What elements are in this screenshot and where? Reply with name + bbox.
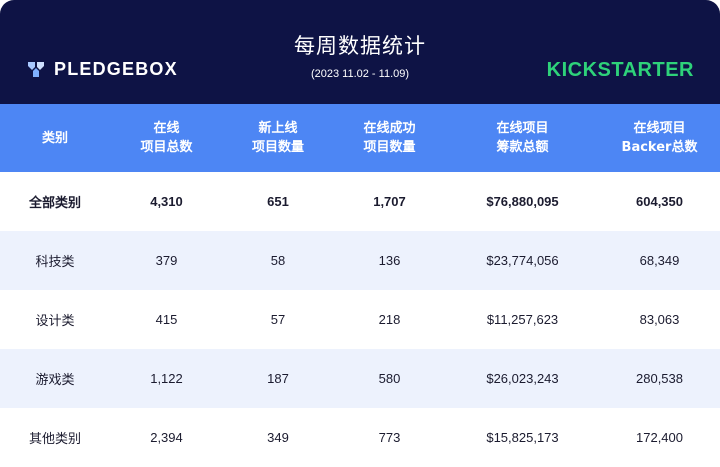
cell-backers: 280,538: [636, 371, 683, 386]
cell-category: 游戏类: [35, 373, 75, 388]
cell-backers: 68,349: [639, 253, 680, 268]
cell-new-projects: 651: [267, 194, 289, 209]
table-body: 全部类别 4,310 651 1,707 $76,880,095 604,350…: [0, 172, 720, 467]
cell-backers: 604,350: [636, 194, 683, 209]
cell-successful-projects: 1,707: [373, 194, 406, 209]
column-header-category: 类别: [41, 130, 68, 146]
cell-new-projects: 349: [267, 430, 289, 445]
cell-category: 其他类别: [28, 432, 81, 447]
cell-new-projects: 58: [270, 253, 286, 268]
page-title: 每周数据统计: [294, 34, 426, 58]
pledgebox-name: PLEDGEBOX: [54, 58, 178, 79]
cell-category: 全部类别: [28, 196, 81, 211]
cell-online-projects: 2,394: [150, 430, 183, 445]
cell-online-projects: 4,310: [150, 194, 183, 209]
cell-new-projects: 187: [267, 371, 289, 386]
column-header-funds-raised: 在线项目 筹款总额: [496, 121, 549, 155]
pledgebox-brand: PLEDGEBOX: [26, 57, 178, 81]
cell-online-projects: 415: [155, 312, 178, 327]
table-row: 全部类别 4,310 651 1,707 $76,880,095 604,350: [0, 172, 720, 231]
cell-online-projects: 379: [155, 253, 178, 268]
cell-funds-raised: $26,023,243: [486, 371, 559, 386]
column-header-new-projects: 新上线 项目数量: [251, 121, 304, 155]
column-header-backers: 在线项目 Backer总数: [621, 121, 698, 155]
cell-online-projects: 1,122: [150, 371, 183, 386]
table-row: 科技类 379 58 136 $23,774,056 68,349: [0, 231, 720, 290]
table-header: 类别 在线 项目总数 新上线 项目数量 在线成功 项目数量 在线项目 筹款总额 …: [0, 104, 720, 172]
cell-funds-raised: $15,825,173: [486, 430, 559, 445]
date-range: (2023 11.02 - 11.09): [310, 68, 410, 80]
header-banner: PLEDGEBOX 每周数据统计 (2023 11.02 - 11.09) KI…: [0, 0, 720, 104]
cell-backers: 172,400: [636, 430, 683, 445]
table-row: 游戏类 1,122 187 580 $26,023,243 280,538: [0, 349, 720, 408]
kickstarter-logo: KICKSTARTER: [546, 59, 694, 81]
table-row: 设计类 415 57 218 $11,257,623 83,063: [0, 290, 720, 349]
cell-category: 科技类: [35, 255, 75, 270]
cell-funds-raised: $76,880,095: [486, 194, 559, 209]
cell-funds-raised: $11,257,623: [486, 312, 559, 327]
column-header-successful-projects: 在线成功 项目数量: [363, 121, 416, 155]
title-block: 每周数据统计 (2023 11.02 - 11.09): [200, 30, 520, 80]
cell-funds-raised: $23,774,056: [486, 253, 559, 268]
pledgebox-logo-icon: [28, 62, 44, 77]
cell-category: 设计类: [35, 314, 75, 329]
cell-successful-projects: 773: [378, 430, 401, 445]
cell-successful-projects: 136: [378, 253, 401, 268]
column-header-online-projects: 在线 项目总数: [140, 121, 193, 155]
cell-successful-projects: 218: [378, 312, 401, 327]
cell-new-projects: 57: [270, 312, 286, 327]
cell-successful-projects: 580: [378, 371, 401, 386]
table-row: 其他类别 2,394 349 773 $15,825,173 172,400: [0, 408, 720, 467]
cell-backers: 83,063: [639, 312, 680, 327]
